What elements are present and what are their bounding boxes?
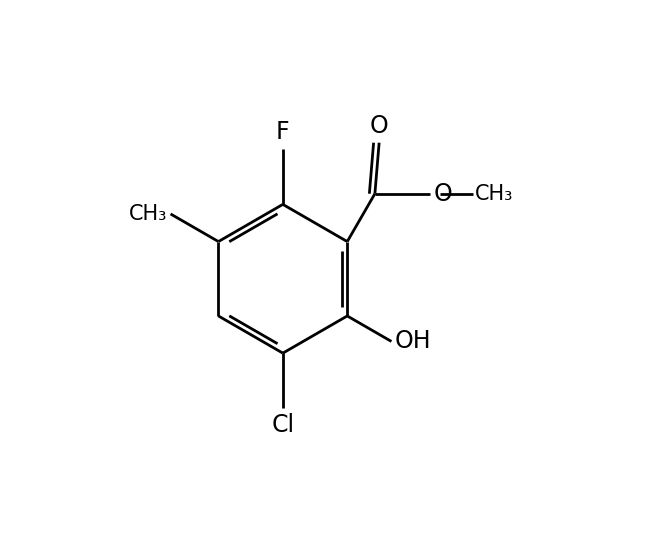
Text: O: O xyxy=(370,114,389,137)
Text: CH₃: CH₃ xyxy=(129,204,167,224)
Text: Cl: Cl xyxy=(271,413,295,438)
Text: OH: OH xyxy=(395,330,432,353)
Text: CH₃: CH₃ xyxy=(475,184,513,204)
Text: F: F xyxy=(276,120,290,144)
Text: O: O xyxy=(434,182,452,206)
